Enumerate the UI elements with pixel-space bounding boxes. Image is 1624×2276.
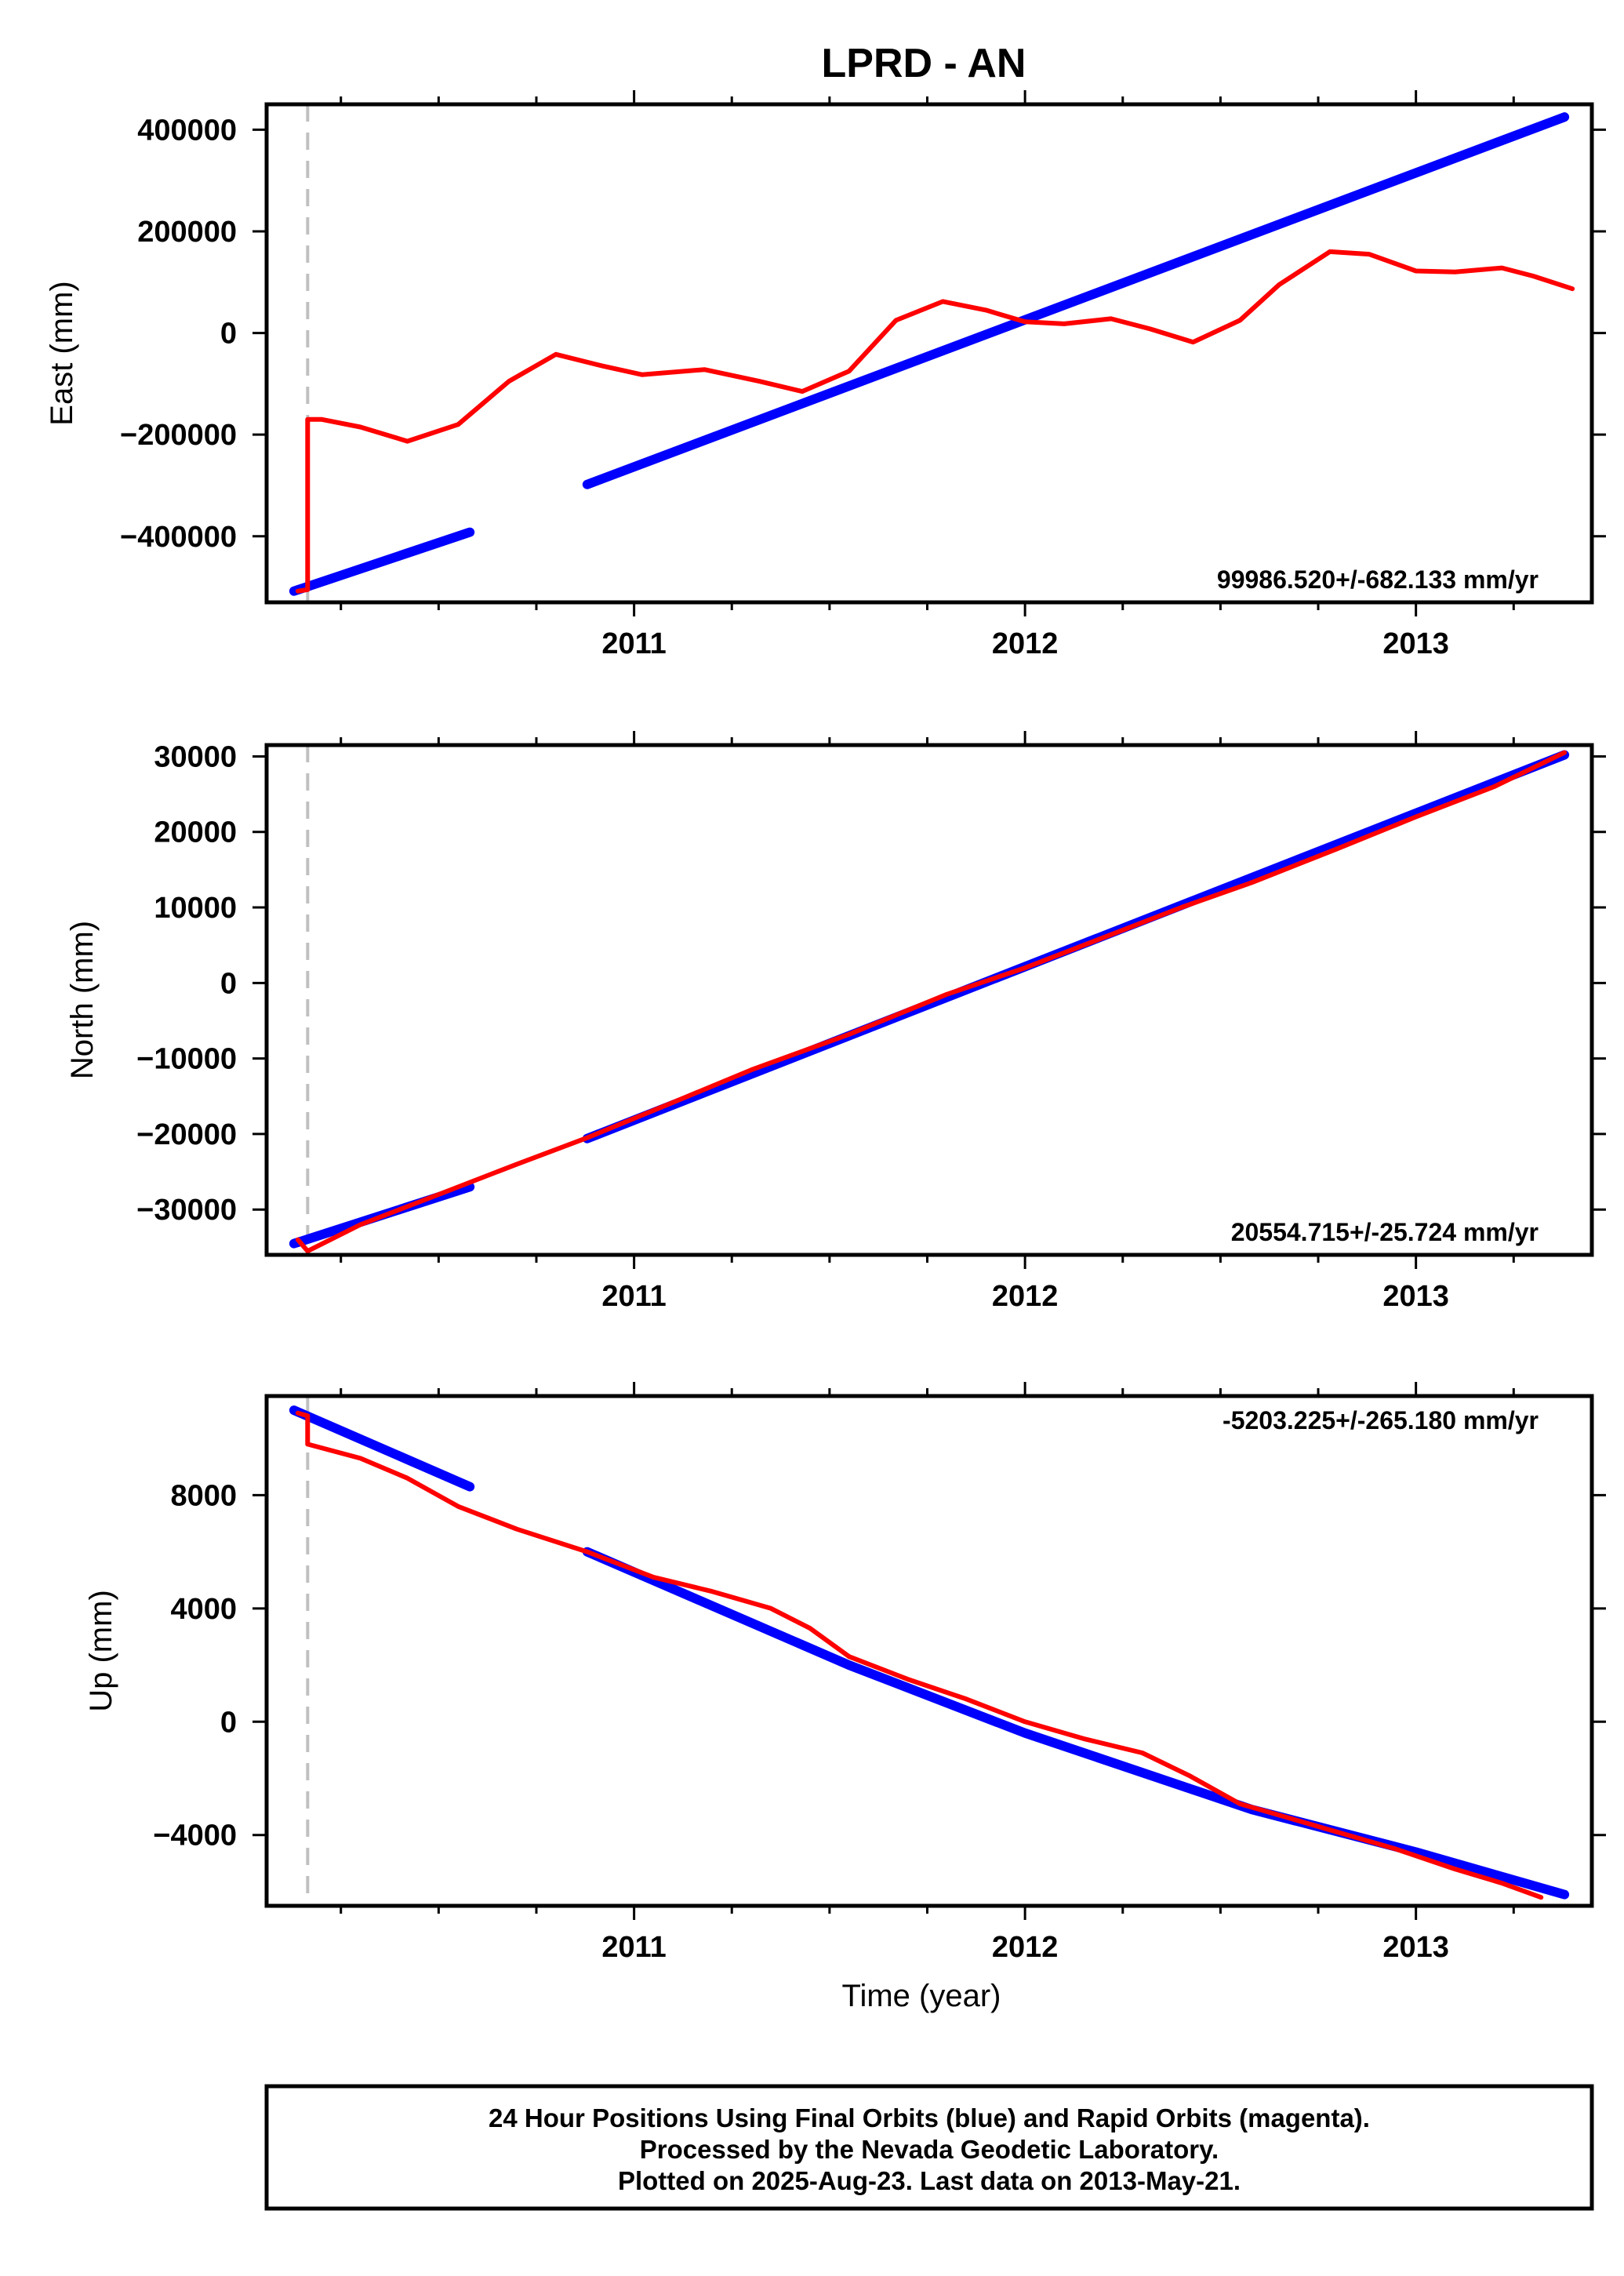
up-panel: 2011 2012 2013 −4000 0 4000 8000 Up (mm) Time (y…	[84, 1382, 1606, 2013]
chart-2-data-group	[289, 1405, 1570, 1900]
chart-1-x-tick-label: 2011	[601, 1280, 666, 1313]
chart-1-y-tick-label: −10000	[136, 1043, 237, 1076]
footer-frame	[264, 2084, 1594, 2211]
chart-2-y-tick-label: −4000	[153, 1820, 237, 1852]
chart-1-y-tick-label: −30000	[136, 1194, 237, 1227]
chart-0-velocity-annotation: 99986.520+/-682.133 mm/yr	[1217, 565, 1539, 594]
chart-2-y-tick-label: 4000	[170, 1593, 237, 1626]
chart-1-velocity-annotation: 20554.715+/-25.724 mm/yr	[1231, 1218, 1539, 1246]
chart-1-data-group	[289, 750, 1570, 1254]
chart-2-final-orbits-segment	[289, 1405, 475, 1492]
chart-0-x-tick-label: 2011	[601, 627, 666, 660]
footer-box: 24 Hour Positions Using Final Orbits (bl…	[264, 2084, 1594, 2211]
chart-1-y-tick-label: 30000	[154, 740, 237, 773]
chart-1-y-tick-label: 10000	[154, 892, 237, 925]
chart-1-x-tick-label: 2012	[992, 1280, 1059, 1313]
chart-1-frame	[264, 743, 1594, 1257]
chart-0-final-orbits-segment	[582, 112, 1570, 489]
chart-1-rapid-orbits-line	[295, 750, 1568, 1254]
chart-2-y-tick-label: 0	[220, 1706, 237, 1739]
chart-2-x-tick-label: 2011	[601, 1931, 666, 1964]
chart-2-y-tick-label: 8000	[170, 1479, 237, 1512]
chart-2-final-orbits-segment	[582, 1547, 1570, 1900]
chart-0-y-tick-label: 0	[220, 318, 237, 351]
footer-line-2: Processed by the Nevada Geodetic Laborat…	[640, 2135, 1219, 2164]
north-panel: 2011 2012 2013 −30000 −20000 −10000 0 10000 2000…	[65, 731, 1606, 1313]
chart-1-y-tick-label: 20000	[154, 816, 237, 849]
east-panel: 2011 2012 2013 −400000 −200000 0 200000 400000 E…	[45, 90, 1606, 660]
chart-0-final-orbits-segment	[289, 527, 475, 596]
chart-0-x-tick-label: 2013	[1382, 627, 1449, 660]
chart-0-y-tick-label: 400000	[137, 114, 237, 147]
chart-0-y-tick-label: −200000	[120, 419, 237, 452]
footer-line-1: 24 Hour Positions Using Final Orbits (bl…	[489, 2103, 1370, 2132]
chart-1-y-axis-label: North (mm)	[65, 921, 100, 1079]
chart-2-x-axis-label: Time (year)	[842, 1979, 1001, 2013]
chart-0-x-tick-label: 2012	[992, 627, 1059, 660]
chart-2-x-tick-label: 2013	[1382, 1931, 1449, 1964]
chart-title: LPRD - AN	[822, 41, 1026, 86]
chart-0-y-tick-label: 200000	[137, 216, 237, 249]
chart-2-y-axis-label: Up (mm)	[84, 1590, 118, 1712]
chart-2-x-tick-label: 2012	[992, 1931, 1059, 1964]
footer-line-3: Plotted on 2025-Aug-23. Last data on 201…	[618, 2166, 1241, 2195]
chart-0-y-tick-label: −400000	[120, 521, 237, 554]
chart-1-y-tick-label: −20000	[136, 1118, 237, 1151]
chart-0-data-group	[289, 112, 1575, 596]
chart-0-rapid-orbits-line	[295, 249, 1575, 594]
chart-2-rapid-orbits-line	[295, 1410, 1544, 1900]
chart-0-frame	[264, 102, 1594, 605]
chart-1-y-tick-label: 0	[220, 967, 237, 1000]
chart-0-y-axis-label: East (mm)	[45, 281, 79, 425]
chart-2-velocity-annotation: -5203.225+/-265.180 mm/yr	[1223, 1406, 1539, 1434]
chart-2-frame	[264, 1394, 1594, 1908]
chart-1-x-tick-label: 2013	[1382, 1280, 1449, 1313]
